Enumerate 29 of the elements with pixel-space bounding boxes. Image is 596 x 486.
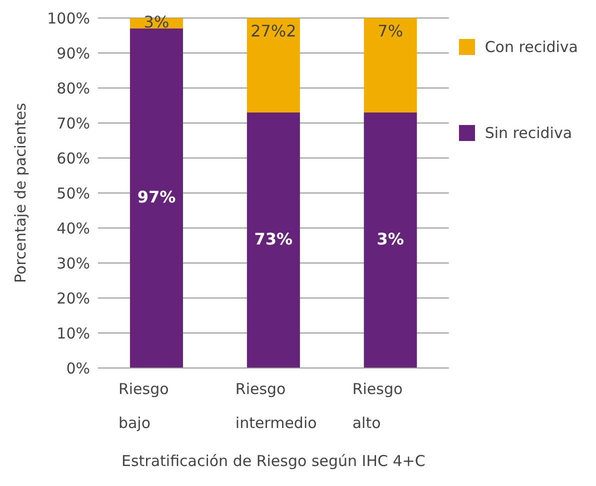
y-tick-label: 70% bbox=[56, 114, 90, 132]
y-tick-label: 90% bbox=[56, 44, 90, 62]
x-tick-label: Riesgo bajo bbox=[118, 380, 169, 432]
y-tick-label: 20% bbox=[56, 289, 90, 308]
y-tick-label: 100% bbox=[47, 9, 90, 28]
y-tick-label: 0% bbox=[66, 359, 90, 378]
x-axis-title: Estratificación de Riesgo según IHC 4+C bbox=[121, 452, 426, 470]
x-tick-label: Riesgo alto bbox=[352, 380, 403, 432]
legend-label: Con recidiva bbox=[484, 38, 578, 56]
annotation: 7% bbox=[378, 21, 404, 40]
bar bbox=[130, 28, 183, 368]
bar bbox=[246, 112, 300, 368]
bar bbox=[364, 112, 417, 368]
bar bbox=[246, 18, 300, 112]
y-tick-label: 10% bbox=[56, 324, 90, 342]
y-axis-title: Porcentaje de pacientes bbox=[11, 102, 30, 284]
y-tick-label: 60% bbox=[56, 149, 90, 168]
annotation: 3% bbox=[376, 230, 404, 249]
data-label: 97% bbox=[137, 188, 176, 207]
bar bbox=[364, 18, 417, 112]
data-label: 3% bbox=[144, 12, 170, 32]
data-label: 27%2 bbox=[250, 21, 296, 40]
y-tick-label: 30% bbox=[56, 254, 90, 272]
x-tick-label: Riesgo intermedio bbox=[235, 380, 317, 432]
legend-label: Sin recidiva bbox=[484, 124, 572, 142]
y-tick-label: 40% bbox=[56, 219, 90, 238]
data-label: 73% bbox=[254, 230, 293, 249]
y-tick-label: 80% bbox=[56, 79, 90, 98]
y-tick-label: 50% bbox=[56, 184, 90, 202]
